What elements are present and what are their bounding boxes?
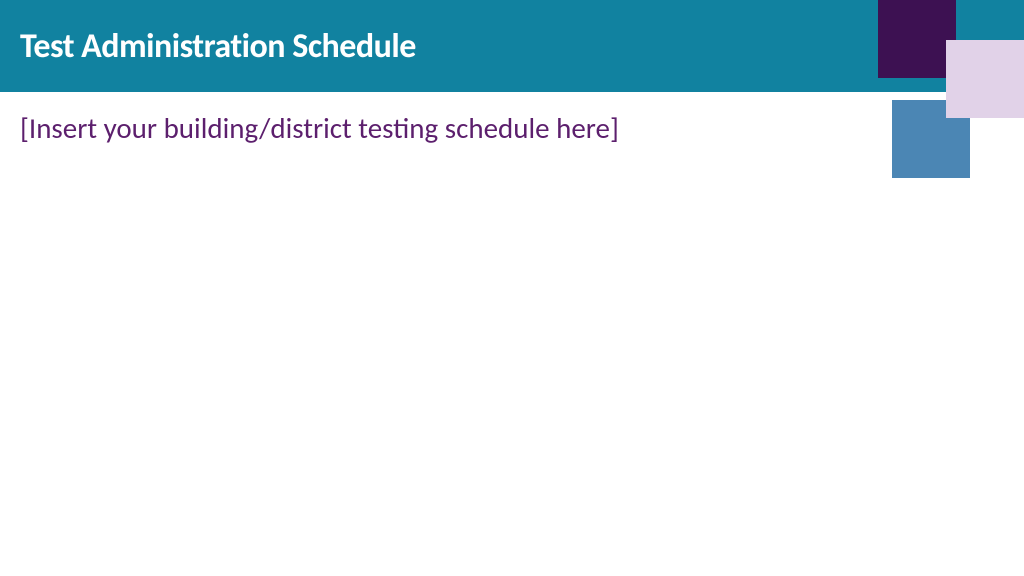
body-placeholder-text: [Insert your building/district testing s… (0, 92, 1024, 146)
decoration-square-dark (878, 0, 956, 78)
decoration-square-light (946, 40, 1024, 118)
slide-title: Test Administration Schedule (20, 26, 416, 67)
header-bar: Test Administration Schedule (0, 0, 1024, 92)
